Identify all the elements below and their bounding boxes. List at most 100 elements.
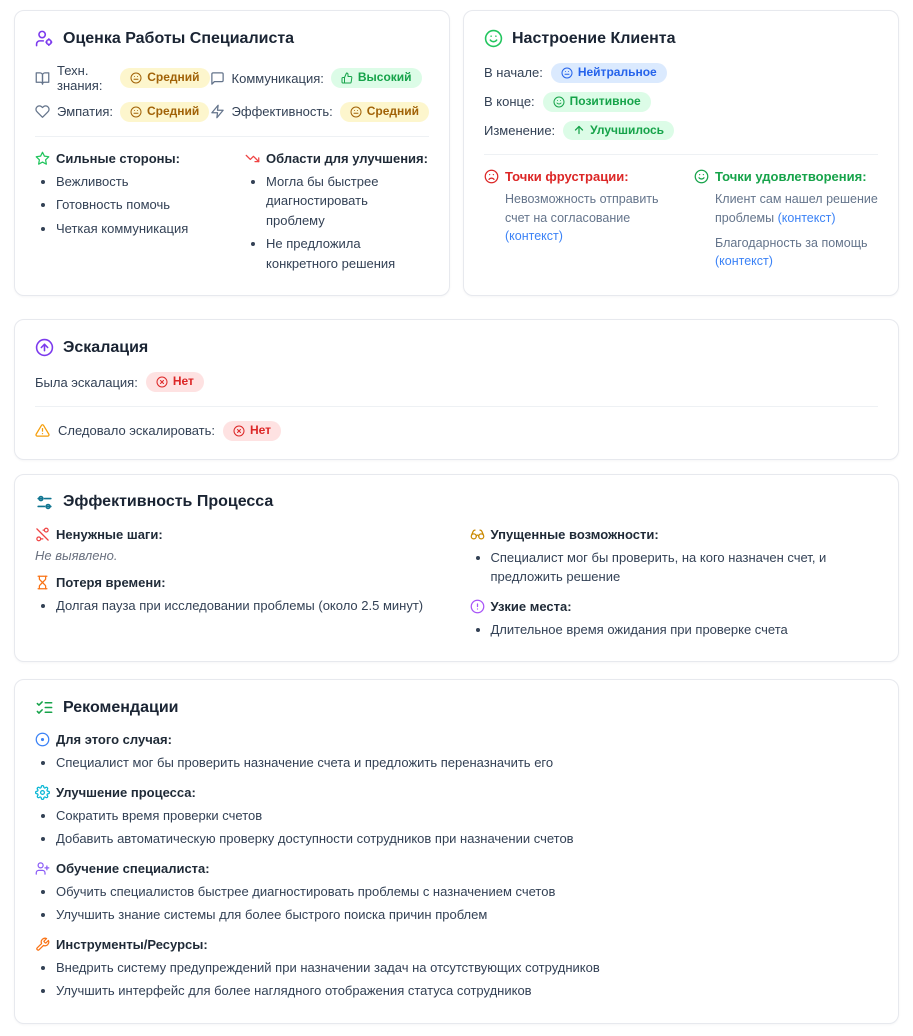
meh-face-icon — [130, 72, 142, 84]
level-badge: Высокий — [330, 68, 422, 88]
training-list: Обучить специалистов быстрее диагностиро… — [35, 882, 878, 925]
badge-label: Улучшилось — [590, 122, 665, 137]
process-left-column: Ненужные шаги: Не выявлено. Потеря време… — [35, 527, 444, 620]
list-item: Внедрить систему предупреждений при назн… — [56, 958, 878, 978]
card-title-row: Настроение Клиента — [484, 29, 878, 48]
badge-label: Средний — [147, 104, 200, 118]
strengths-list: Вежливость Готовность помочь Четкая комм… — [35, 172, 219, 239]
circle-dot-icon — [35, 732, 50, 747]
context-link[interactable]: (контекст) — [715, 253, 773, 268]
frustration-satisfaction-columns: Точки фрустрации: Невозможность отправит… — [484, 169, 878, 277]
process-improvement-header: Улучшение процесса: — [35, 784, 878, 800]
wrench-icon — [35, 937, 50, 952]
satisfaction-item: Благодарность за помощь (контекст) — [694, 234, 878, 270]
subhead-label: Потеря времени: — [56, 574, 166, 590]
escalation-was-badge: Нет — [145, 372, 204, 393]
improvements-header: Области для улучшения: — [245, 151, 429, 166]
x-circle-icon — [233, 425, 245, 437]
mood-start: В начале: Нейтральное — [484, 63, 667, 83]
improvements-column: Области для улучшения: Могла бы быстрее … — [245, 151, 429, 278]
warning-triangle-icon — [35, 423, 50, 438]
empty-note: Не выявлено. — [35, 547, 118, 563]
smile-icon — [694, 169, 709, 184]
tools-list: Внедрить систему предупреждений при назн… — [35, 958, 878, 1001]
card-title: Эффективность Процесса — [63, 493, 274, 511]
list-item: Улучшить знание системы для более быстро… — [56, 905, 878, 925]
note-text: Невозможность отправить счет на согласов… — [505, 192, 659, 225]
strengths-improvements-columns: Сильные стороны: Вежливость Готовность п… — [35, 151, 429, 278]
meh-face-icon — [130, 106, 142, 118]
mood-change: Изменение: Улучшилось — [484, 120, 850, 141]
frown-icon — [484, 169, 499, 184]
thumbs-up-icon — [341, 72, 353, 84]
divider — [35, 135, 429, 137]
badge-label: Средний — [366, 104, 419, 118]
message-icon — [210, 71, 225, 86]
time-loss-header: Потеря времени: — [35, 575, 444, 590]
list-item: Вежливость — [56, 172, 219, 192]
subhead-label: Точки фрустрации: — [505, 169, 629, 185]
training-header: Обучение специалиста: — [35, 861, 878, 876]
subhead-label: Сильные стороны: — [56, 150, 180, 166]
escalation-should-badge: Нет — [222, 421, 282, 441]
satisfaction-column: Точки удовлетворения: Клиент сам нашел р… — [694, 169, 878, 277]
card-title: Настроение Клиента — [512, 29, 676, 47]
trending-down-icon — [245, 151, 260, 166]
metric-empathy: Эмпатия: Средний — [35, 102, 210, 122]
subhead-label: Инструменты/Ресурсы: — [56, 936, 208, 952]
bottlenecks-list: Длительное время ожидания при проверке с… — [470, 620, 879, 640]
metric-communication: Коммуникация: Высокий — [210, 63, 429, 93]
note-text: Благодарность за помощь — [715, 235, 868, 250]
gear-icon — [35, 785, 50, 800]
context-link[interactable]: (контекст) — [777, 210, 836, 225]
unnecessary-steps-header: Ненужные шаги: — [35, 527, 444, 542]
missed-opportunities-list: Специалист мог бы проверить, на кого наз… — [470, 548, 879, 587]
level-badge: Средний — [339, 102, 429, 122]
metric-label: Техн. знания: — [57, 63, 103, 93]
badge-label: Высокий — [357, 70, 412, 85]
mood-change-badge: Улучшилось — [563, 120, 675, 141]
meh-face-icon — [561, 67, 573, 79]
tools-header: Инструменты/Ресурсы: — [35, 937, 878, 952]
bottlenecks-header: Узкие места: — [470, 599, 879, 614]
metric-label: Эмпатия: — [57, 104, 113, 120]
mood-label: Изменение: — [484, 122, 556, 138]
route-off-icon — [35, 527, 50, 542]
book-icon — [35, 71, 50, 86]
card-title: Эскалация — [63, 338, 149, 356]
context-link[interactable]: (контекст) — [505, 228, 563, 243]
list-item: Готовность помочь — [56, 195, 219, 215]
card-title: Оценка Работы Специалиста — [63, 29, 295, 47]
divider — [35, 406, 878, 408]
frustration-item: Невозможность отправить счет на согласов… — [484, 190, 668, 244]
list-item: Улучшить интерфейс для более наглядного … — [56, 981, 878, 1001]
subhead-label: Обучение специалиста: — [56, 860, 210, 876]
smile-face-icon — [553, 96, 565, 108]
subhead-label: Точки удовлетворения: — [715, 169, 867, 185]
mood-label: В начале: — [484, 65, 543, 81]
smile-icon — [484, 29, 503, 48]
level-badge: Средний — [120, 68, 210, 88]
card-title-row: Эскалация — [35, 338, 878, 357]
card-title-row: Оценка Работы Специалиста — [35, 29, 429, 48]
satisfaction-item: Клиент сам нашел решение проблемы (конте… — [694, 190, 878, 226]
list-item: Специалист мог бы проверить назначение с… — [56, 753, 878, 773]
missed-opportunities-header: Упущенные возможности: — [470, 527, 879, 542]
mood-end-badge: Позитивное — [542, 91, 651, 112]
frustration-column: Точки фрустрации: Невозможность отправит… — [484, 169, 668, 251]
list-item: Длительное время ожидания при проверке с… — [491, 620, 879, 640]
client-mood-card: Настроение Клиента В начале: Нейтральное… — [463, 10, 899, 297]
escalation-was-row: Была эскалация: Нет — [35, 372, 878, 393]
card-title-row: Рекомендации — [35, 698, 878, 717]
hourglass-icon — [35, 575, 50, 590]
escalation-should-row: Следовало эскалировать: Нет — [35, 421, 878, 441]
note-text: Клиент сам нашел решение проблемы — [715, 192, 878, 225]
specialist-evaluation-card: Оценка Работы Специалиста Техн. знания: … — [14, 10, 450, 297]
list-item: Долгая пауза при исследовании проблемы (… — [56, 596, 444, 616]
process-columns: Ненужные шаги: Не выявлено. Потеря време… — [35, 527, 878, 644]
x-circle-icon — [156, 376, 168, 388]
escalation-card: Эскалация Была эскалация: Нет Следовало … — [14, 319, 899, 460]
divider — [484, 154, 878, 156]
metric-label: Эффективность: — [231, 104, 333, 120]
arrow-up-icon — [573, 124, 585, 136]
